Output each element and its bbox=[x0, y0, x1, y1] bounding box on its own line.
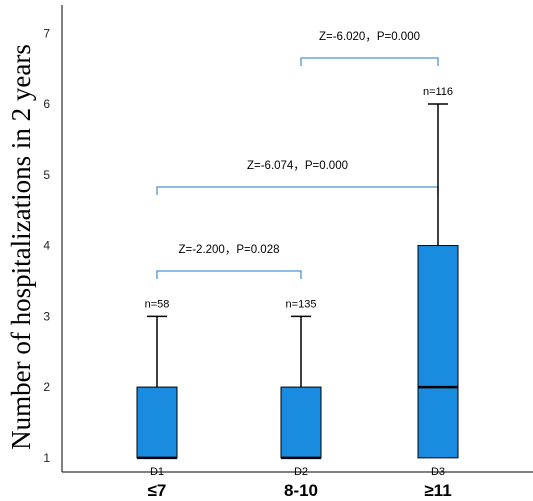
bracket-line bbox=[156, 186, 439, 195]
y-tick-label: 3 bbox=[43, 309, 50, 323]
comparison-bracket: Z=-6.074，P=0.000 bbox=[156, 160, 439, 195]
comparison-stat: Z=-6.020，P=0.000 bbox=[319, 31, 420, 43]
boxes: n=58 D1 n=135 D2 n=116 D3 bbox=[136, 86, 459, 478]
y-tick-label: 2 bbox=[43, 380, 50, 394]
n-label: n=135 bbox=[286, 298, 317, 310]
comparison-brackets: Z=-2.200，P=0.028 Z=-6.074，P=0.000 Z=-6.020… bbox=[156, 31, 439, 279]
comparison-stat: Z=-2.200，P=0.028 bbox=[178, 244, 279, 256]
y-ticks: 1 2 3 4 5 6 7 bbox=[43, 26, 50, 465]
box-group: n=116 D3 bbox=[417, 86, 459, 478]
group-label: D3 bbox=[431, 466, 445, 478]
comparison-bracket: Z=-2.200，P=0.028 bbox=[156, 244, 302, 279]
bracket-line bbox=[300, 57, 439, 66]
y-tick-label: 4 bbox=[43, 239, 50, 253]
box-group: n=135 D2 bbox=[280, 298, 322, 478]
x-tick-label: ≤7 bbox=[148, 481, 167, 500]
group-label: D1 bbox=[150, 466, 164, 478]
comparison-stat: Z=-6.074，P=0.000 bbox=[247, 160, 348, 172]
box-body bbox=[280, 386, 322, 459]
n-label: n=58 bbox=[145, 298, 170, 310]
box-body bbox=[417, 245, 459, 459]
axes bbox=[61, 5, 533, 473]
y-tick-label: 7 bbox=[43, 26, 50, 40]
comparison-bracket: Z=-6.020，P=0.000 bbox=[300, 31, 439, 66]
y-tick-label: 1 bbox=[43, 451, 50, 465]
x-tick-label: ≥11 bbox=[424, 481, 451, 500]
box-group: n=58 D1 bbox=[136, 298, 178, 478]
x-tick-label: 8-10 bbox=[284, 481, 318, 500]
y-tick-label: 6 bbox=[43, 97, 50, 111]
y-tick-label: 5 bbox=[43, 168, 50, 182]
box-body bbox=[136, 386, 178, 459]
group-label: D2 bbox=[294, 466, 308, 478]
bracket-line bbox=[156, 270, 302, 279]
y-axis-title: Number of hospitalizations in 2 years bbox=[6, 44, 36, 450]
n-label: n=116 bbox=[423, 86, 453, 98]
x-ticks: ≤7 8-10 ≥11 bbox=[148, 481, 452, 500]
